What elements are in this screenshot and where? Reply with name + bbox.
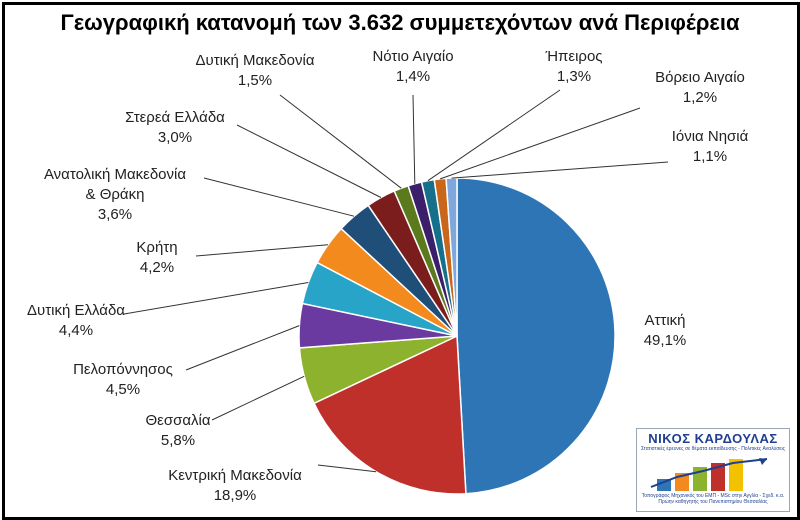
pie-slice bbox=[313, 334, 467, 495]
author-logo: ΝΙΚΟΣ ΚΑΡΔΟΥΛΑΣ Στατιστικές έρευνες σε θ… bbox=[636, 428, 790, 512]
leader-line bbox=[279, 94, 402, 189]
leader-line bbox=[440, 107, 641, 180]
leader-line bbox=[203, 177, 355, 217]
slice-label: Βόρειο Αιγαίο 1,2% bbox=[655, 69, 745, 106]
logo-bar-graphic bbox=[650, 458, 768, 491]
leader-line bbox=[236, 124, 382, 198]
logo-footer-line1: Τοπογράφος Μηχανικός του ΕΜΠ - MSc στην … bbox=[641, 493, 785, 499]
logo-footer-line2: Πρώην καθηγητής του Πανεπιστημίου Θεσσαλ… bbox=[658, 499, 768, 505]
leader-line bbox=[211, 375, 305, 421]
leader-lines bbox=[123, 89, 669, 473]
slice-label: Κρήτη 4,2% bbox=[136, 239, 177, 276]
leader-line bbox=[451, 161, 669, 179]
leader-line bbox=[427, 89, 561, 182]
slice-labels: Αττική 49,1% Κεντρική Μακεδονία 18,9% Θεσσαλ… bbox=[27, 48, 749, 504]
slice-label: Πελοπόννησος 4,5% bbox=[73, 361, 173, 398]
logo-subtitle: Στατιστικές έρευνες σε θέματα εκπαίδευση… bbox=[640, 446, 786, 452]
pie-slice bbox=[456, 177, 616, 495]
chart-title: Γεωγραφική κατανομή των 3.632 συμμετεχόν… bbox=[60, 10, 740, 35]
logo-name: ΝΙΚΟΣ ΚΑΡΔΟΥΛΑΣ bbox=[648, 431, 778, 446]
slice-label: Ιόνια Νησιά 1,1% bbox=[672, 128, 749, 165]
slice-label: Θεσσαλία 5,8% bbox=[145, 412, 210, 449]
leader-line bbox=[185, 325, 300, 371]
slice-label: Ήπειρος 1,3% bbox=[544, 48, 602, 85]
pie-slices bbox=[298, 177, 616, 495]
slice-label: Στερεά Ελλάδα 3,0% bbox=[125, 109, 225, 146]
slice-label: Ανατολική Μακεδονία & Θράκη 3,6% bbox=[44, 166, 186, 223]
slice-label: Αττική 49,1% bbox=[644, 312, 687, 349]
slice-label: Δυτική Ελλάδα 4,4% bbox=[27, 302, 125, 339]
slice-label: Νότιο Αιγαίο 1,4% bbox=[372, 48, 453, 85]
leader-line bbox=[412, 94, 416, 184]
logo-footer: Τοπογράφος Μηχανικός του ΕΜΠ - MSc στην … bbox=[639, 493, 787, 505]
slice-label: Δυτική Μακεδονία 1,5% bbox=[195, 52, 314, 89]
leader-line bbox=[123, 282, 309, 315]
slice-label: Κεντρική Μακεδονία 18,9% bbox=[168, 467, 302, 504]
leader-line bbox=[195, 244, 329, 257]
leader-line bbox=[317, 464, 377, 473]
